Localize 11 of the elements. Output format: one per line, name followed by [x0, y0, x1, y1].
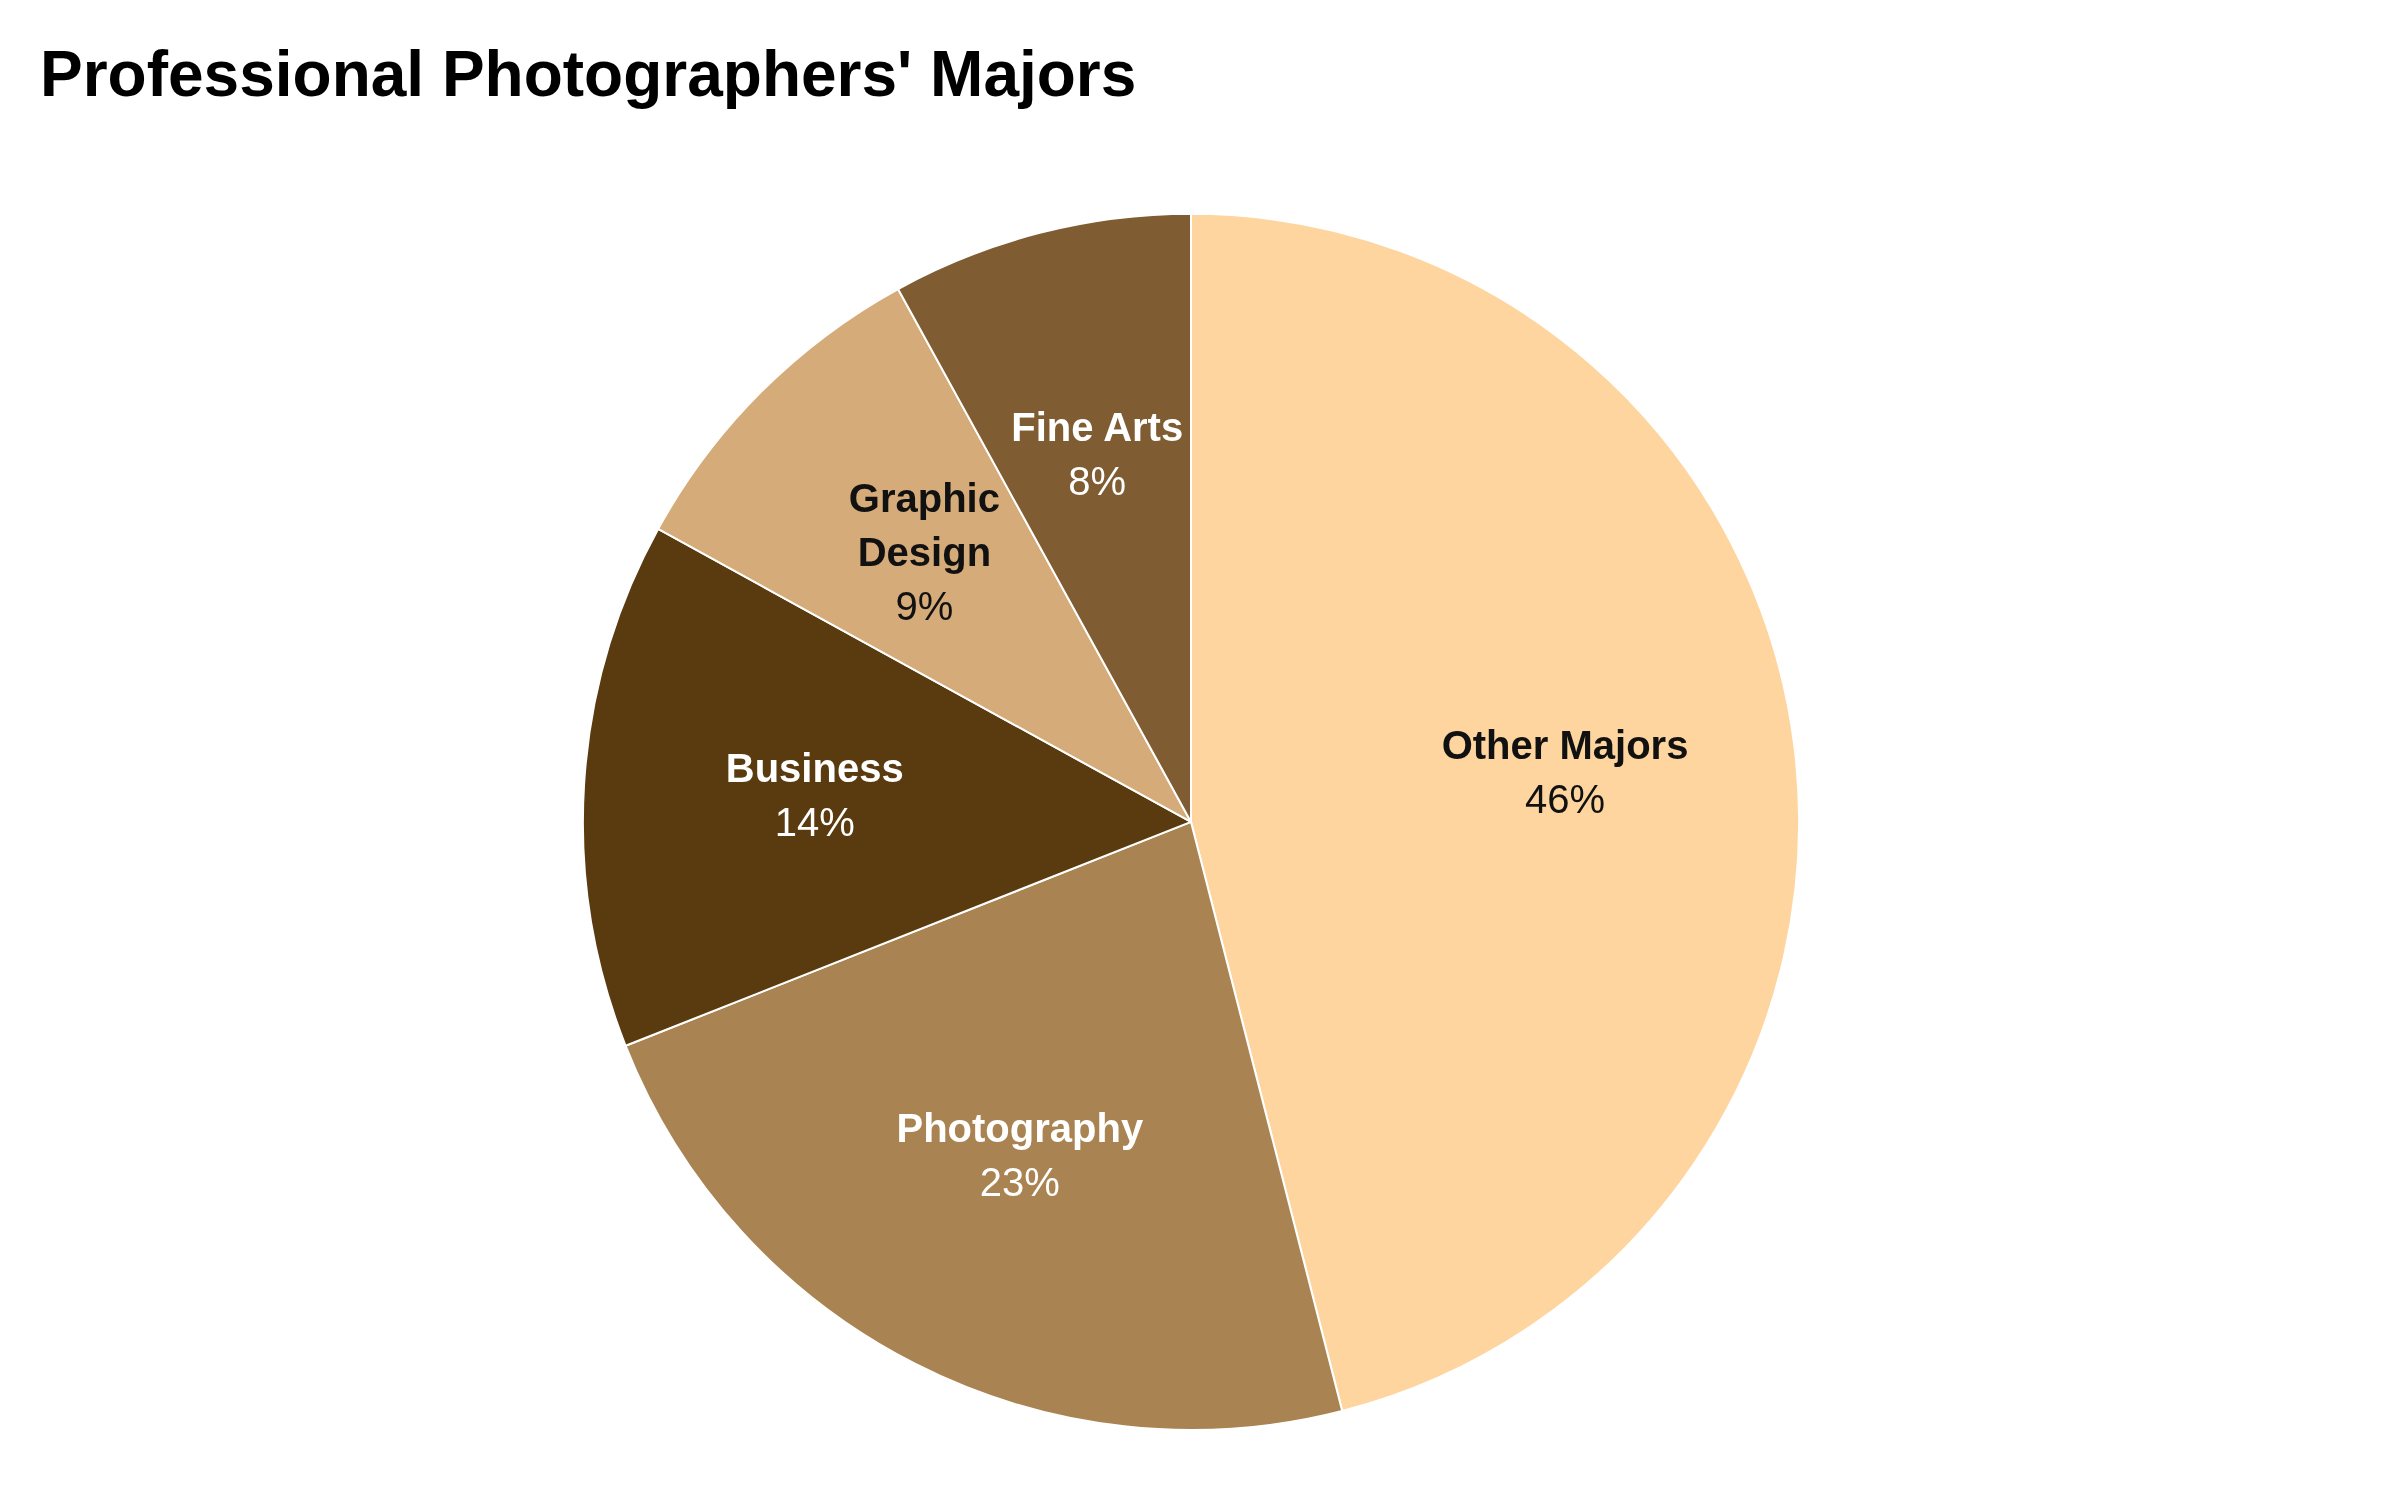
data-label: 9% [895, 584, 954, 629]
slice-label: Other Majors [1441, 722, 1689, 767]
chart-title: Professional Photographers' Majors [40, 38, 1137, 111]
slice-label: Fine Arts [1011, 404, 1184, 449]
data-label: 46% [1525, 776, 1606, 821]
data-label: 14% [774, 800, 855, 845]
slice-label: Photography [896, 1105, 1144, 1150]
data-label: 8% [1068, 458, 1127, 503]
slice-label: Business [725, 746, 904, 791]
data-label: 23% [979, 1159, 1060, 1204]
slice-label: Graphic Design [848, 476, 1000, 575]
